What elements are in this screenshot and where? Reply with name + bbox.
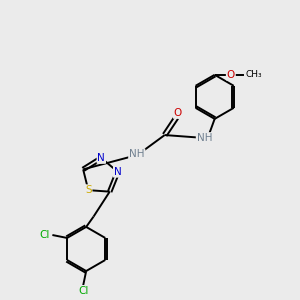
Text: O: O — [227, 70, 235, 80]
Text: CH₃: CH₃ — [245, 70, 262, 79]
Text: Cl: Cl — [78, 286, 88, 296]
Text: N: N — [114, 167, 122, 177]
Text: O: O — [174, 108, 182, 118]
Text: S: S — [85, 185, 92, 195]
Text: NH: NH — [129, 149, 145, 159]
Text: NH: NH — [196, 133, 212, 143]
Text: Cl: Cl — [40, 230, 50, 240]
Text: N: N — [98, 153, 105, 163]
